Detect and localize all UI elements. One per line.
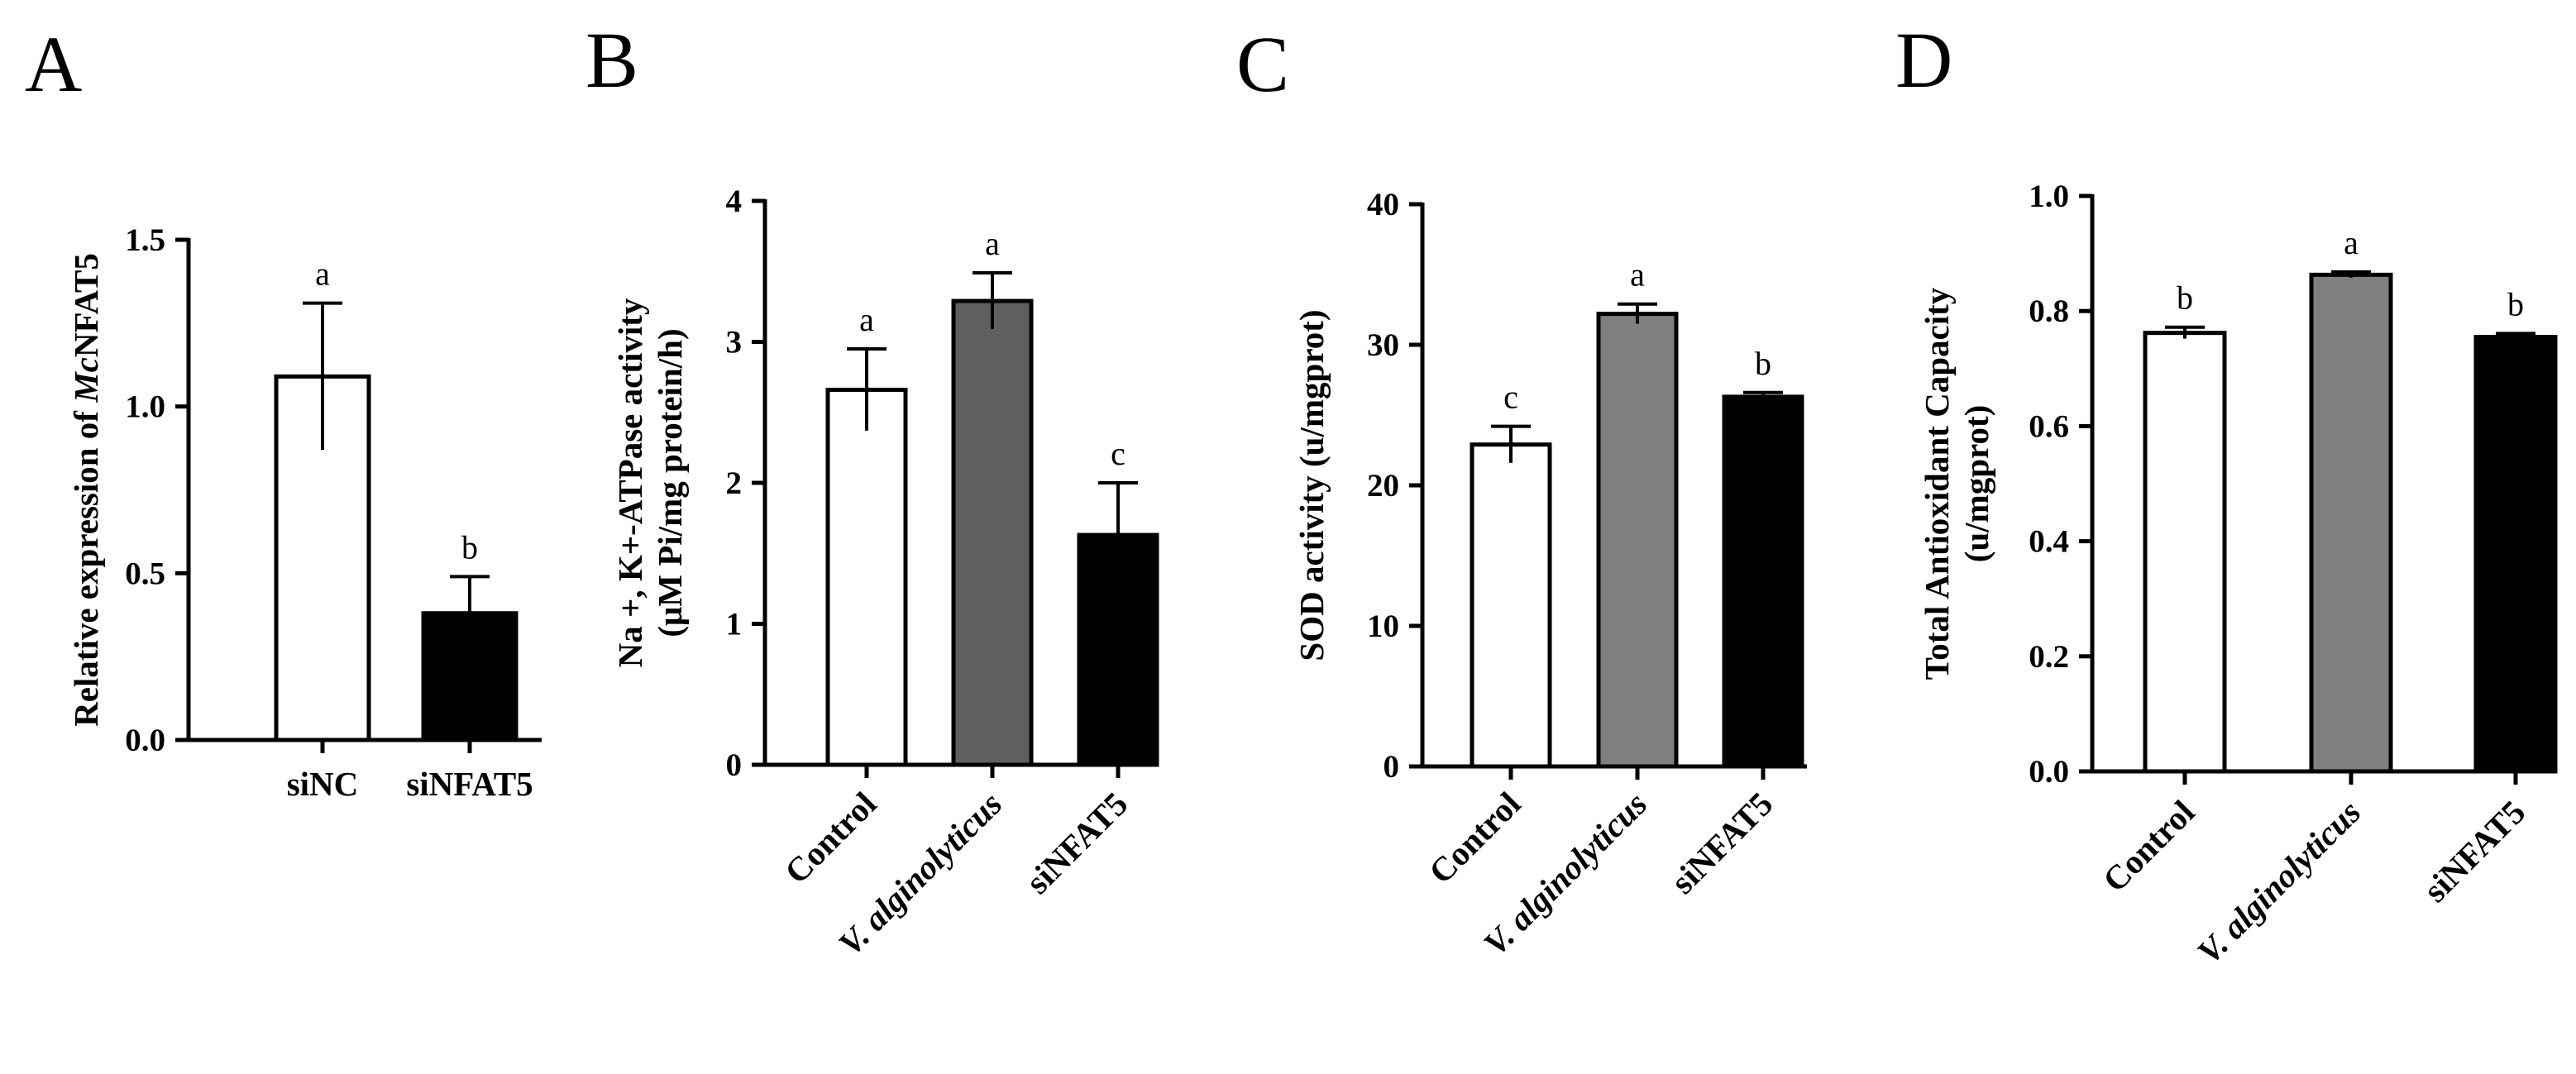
significance-label: c bbox=[1503, 379, 1518, 416]
panel-a: A 0.0 0.5 1.0 1.5 Relative expression of McNF… bbox=[25, 20, 542, 803]
significance-label: a bbox=[985, 225, 1000, 262]
y-tick-label: 20 bbox=[1367, 468, 1399, 504]
y-axis-label: Relative expression of McNFAT5 bbox=[67, 253, 105, 727]
significance-label: a bbox=[2344, 224, 2359, 261]
y-axis-label: SOD activity (u/mgprot) bbox=[1293, 309, 1331, 661]
significance-label: b bbox=[1755, 345, 1771, 382]
bar bbox=[2143, 331, 2227, 774]
y-axis-label: (μM Pi/mg protein/h) bbox=[651, 328, 689, 637]
significance-label: b bbox=[2507, 285, 2524, 322]
x-category-label: siNFAT5 bbox=[1663, 785, 1780, 901]
significance-label: b bbox=[461, 528, 478, 566]
panel-letter: D bbox=[1895, 16, 1952, 104]
y-tick-label: 1.0 bbox=[125, 389, 165, 425]
bar bbox=[2473, 335, 2558, 774]
significance-label: b bbox=[2177, 279, 2193, 317]
y-axis-label: Na +, K+-ATPase activity bbox=[611, 298, 649, 667]
panel-letter: C bbox=[1236, 20, 1289, 108]
x-category-label: siNFAT5 bbox=[2416, 793, 2532, 909]
x-category-label: siNFAT5 bbox=[1018, 785, 1135, 901]
y-axis-label: (u/mgprot) bbox=[1957, 405, 1995, 563]
x-category-label: Control bbox=[1422, 785, 1528, 891]
y-tick-label: 0.8 bbox=[2029, 294, 2069, 329]
y-tick-label: 0.2 bbox=[2029, 639, 2069, 675]
y-tick-label: 0 bbox=[1384, 749, 1400, 785]
y-tick-label: 4 bbox=[726, 184, 743, 219]
x-category-label: V. alginolyticus bbox=[2190, 793, 2368, 971]
bar bbox=[1722, 394, 1804, 769]
y-tick-label: 0.6 bbox=[2029, 408, 2069, 444]
significance-label: a bbox=[315, 255, 330, 293]
y-tick-label: 3 bbox=[726, 325, 743, 360]
x-category-label: Control bbox=[777, 785, 884, 891]
bar bbox=[1470, 442, 1552, 769]
y-tick-label: 0.5 bbox=[125, 556, 165, 591]
bar bbox=[825, 387, 908, 767]
x-category-label: siNC bbox=[287, 765, 359, 803]
bar bbox=[2309, 272, 2393, 774]
x-category-label: Control bbox=[2096, 793, 2202, 900]
y-tick-label: 1.5 bbox=[125, 222, 165, 258]
x-category-label: siNFAT5 bbox=[406, 765, 533, 803]
panel-d: D 0.0 0.2 0.4 0.6 0.8 1.0 Total Antioxidant Cap… bbox=[1895, 16, 2558, 971]
bar bbox=[1596, 312, 1679, 769]
y-tick-label: 0.0 bbox=[125, 723, 165, 758]
y-tick-label: 40 bbox=[1367, 187, 1399, 222]
y-tick-label: 1 bbox=[726, 607, 743, 642]
y-axis-label: Total Antioxidant Capacity bbox=[1918, 287, 1956, 680]
significance-label: c bbox=[1111, 435, 1126, 472]
significance-label: a bbox=[859, 301, 874, 338]
y-tick-label: 0.0 bbox=[2029, 754, 2069, 790]
y-tick-label: 10 bbox=[1367, 609, 1399, 644]
y-tick-label: 0.4 bbox=[2029, 524, 2069, 560]
y-tick-label: 30 bbox=[1367, 327, 1399, 363]
y-tick-label: 1.0 bbox=[2029, 179, 2069, 214]
panel-letter: A bbox=[25, 20, 82, 108]
y-tick-label: 0 bbox=[726, 747, 743, 783]
panel-letter: B bbox=[585, 16, 638, 104]
panel-c: C 0 10 20 30 40 SOD activity (u/mgprot) c Contro… bbox=[1236, 20, 1807, 962]
panel-b: B 0 1 2 3 4 Na +, K+-ATPase activity (μM Pi/mg … bbox=[585, 16, 1159, 962]
y-tick-label: 2 bbox=[726, 465, 743, 501]
significance-label: a bbox=[1630, 256, 1645, 294]
bar bbox=[951, 298, 1034, 767]
